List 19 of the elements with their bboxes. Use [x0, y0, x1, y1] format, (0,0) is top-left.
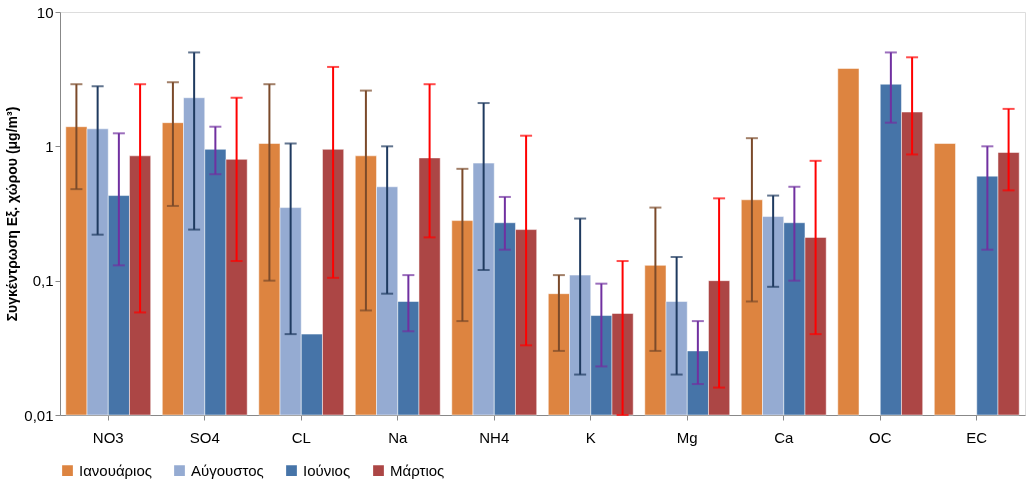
legend-label: Αύγουστος: [191, 461, 264, 479]
x-tick-label: NH4: [479, 428, 510, 446]
x-tick-label: EC: [966, 428, 988, 446]
x-tick-label: CL: [291, 428, 311, 446]
x-tick-label: Ca: [774, 428, 794, 446]
x-tick-label: K: [585, 428, 596, 446]
x-tick-label: OC: [869, 428, 892, 446]
y-tick-label: 0,1: [32, 272, 54, 290]
y-axis-title: Συγκέντρωση Εξ. χώρου (μg/m³): [4, 106, 21, 322]
x-tick-label: Na: [388, 428, 408, 446]
x-tick-label: NO3: [92, 428, 124, 446]
y-tick-label: 1: [45, 137, 54, 155]
x-tick-label: Mg: [676, 428, 698, 446]
x-tick-label: SO4: [189, 428, 220, 446]
legend-label: Μάρτιος: [390, 461, 445, 479]
y-tick-label: 10: [36, 3, 54, 21]
legend-label: Ιούνιος: [303, 461, 351, 479]
legend-label: Ιανουάριος: [79, 461, 152, 479]
y-tick-label: 0,01: [24, 406, 54, 424]
